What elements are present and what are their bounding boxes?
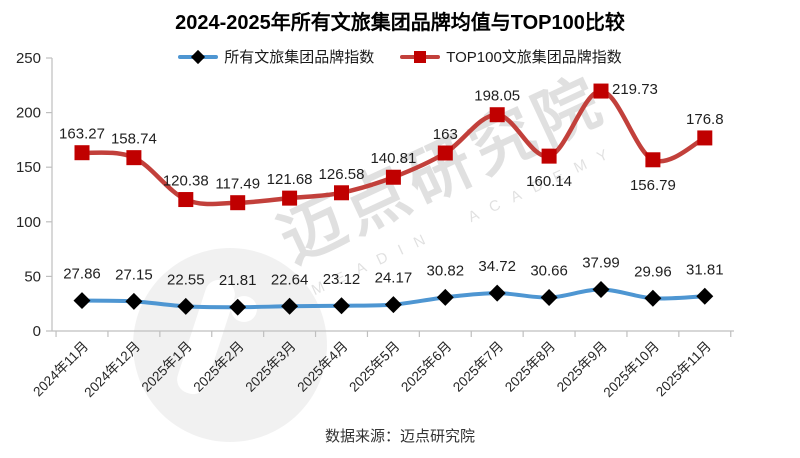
legend-item-all-groups: 所有文旅集团品牌指数 xyxy=(178,46,374,67)
red-line-square-icon xyxy=(400,49,441,65)
svg-text:156.79: 156.79 xyxy=(630,177,676,194)
svg-text:100: 100 xyxy=(16,214,41,231)
svg-text:163.27: 163.27 xyxy=(59,126,105,143)
svg-text:150: 150 xyxy=(16,159,41,176)
svg-text:34.72: 34.72 xyxy=(478,258,516,275)
svg-text:23.12: 23.12 xyxy=(323,271,361,288)
svg-text:29.96: 29.96 xyxy=(634,263,672,280)
svg-text:27.86: 27.86 xyxy=(63,266,101,283)
svg-text:120.38: 120.38 xyxy=(163,173,209,190)
chart-svg: 0501001502002502024年11月2024年12月2025年1月20… xyxy=(16,50,734,401)
svg-text:2025年6月: 2025年6月 xyxy=(398,339,454,395)
svg-text:163: 163 xyxy=(433,126,458,143)
svg-text:0: 0 xyxy=(33,323,41,340)
svg-text:2025年3月: 2025年3月 xyxy=(242,339,298,395)
svg-text:30.82: 30.82 xyxy=(427,262,465,279)
svg-text:22.55: 22.55 xyxy=(167,271,205,288)
data-source: 数据来源：迈点研究院 xyxy=(324,428,475,445)
svg-text:2025年9月: 2025年9月 xyxy=(554,339,610,395)
svg-text:2025年4月: 2025年4月 xyxy=(294,339,350,395)
svg-text:50: 50 xyxy=(24,268,41,285)
svg-text:22.64: 22.64 xyxy=(271,271,309,288)
chart-title: 2024-2025年所有文旅集团品牌均值与TOP100比较 xyxy=(175,12,625,34)
blue-line-diamond-icon xyxy=(178,49,219,65)
svg-text:2025年2月: 2025年2月 xyxy=(191,339,247,395)
svg-text:250: 250 xyxy=(16,50,41,67)
svg-text:117.49: 117.49 xyxy=(215,176,260,193)
svg-text:2025年7月: 2025年7月 xyxy=(450,339,506,395)
svg-text:24.17: 24.17 xyxy=(375,270,413,287)
svg-text:2025年8月: 2025年8月 xyxy=(502,339,558,395)
svg-text:158.74: 158.74 xyxy=(111,131,157,148)
svg-text:21.81: 21.81 xyxy=(219,272,257,289)
svg-text:198.05: 198.05 xyxy=(474,88,520,105)
svg-text:2025年11月: 2025年11月 xyxy=(653,339,714,400)
svg-text:126.58: 126.58 xyxy=(319,166,365,183)
svg-text:121.68: 121.68 xyxy=(267,171,313,188)
svg-text:27.15: 27.15 xyxy=(115,266,153,283)
svg-text:2025年5月: 2025年5月 xyxy=(346,339,402,395)
legend: 所有文旅集团品牌指数 TOP100文旅集团品牌指数 xyxy=(0,46,800,67)
svg-text:140.81: 140.81 xyxy=(370,150,416,167)
svg-text:2024年12月: 2024年12月 xyxy=(81,339,143,401)
svg-text:160.14: 160.14 xyxy=(526,173,572,190)
svg-text:31.81: 31.81 xyxy=(686,261,724,278)
svg-text:176.8: 176.8 xyxy=(686,111,724,128)
legend-label-all-groups: 所有文旅集团品牌指数 xyxy=(224,49,375,66)
legend-item-top100: TOP100文旅集团品牌指数 xyxy=(400,46,622,67)
svg-text:2025年1月: 2025年1月 xyxy=(139,339,195,395)
svg-text:30.66: 30.66 xyxy=(530,263,568,280)
svg-text:2025年10月: 2025年10月 xyxy=(600,339,662,401)
legend-label-top100: TOP100文旅集团品牌指数 xyxy=(446,49,622,66)
svg-text:200: 200 xyxy=(16,105,41,122)
svg-text:37.99: 37.99 xyxy=(582,255,620,272)
svg-text:219.73: 219.73 xyxy=(612,81,658,98)
